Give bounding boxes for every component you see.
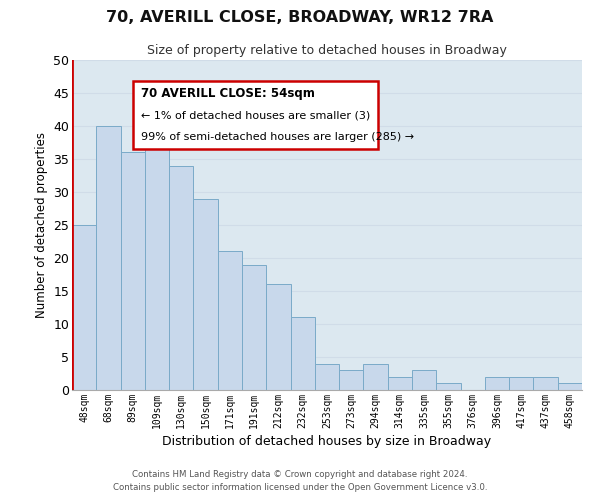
Bar xyxy=(290,318,315,390)
Bar xyxy=(121,152,145,390)
Bar xyxy=(339,370,364,390)
Bar xyxy=(485,377,509,390)
X-axis label: Distribution of detached houses by size in Broadway: Distribution of detached houses by size … xyxy=(163,435,491,448)
Bar xyxy=(412,370,436,390)
Bar xyxy=(509,377,533,390)
Bar xyxy=(218,252,242,390)
Title: Size of property relative to detached houses in Broadway: Size of property relative to detached ho… xyxy=(147,44,507,58)
Bar xyxy=(145,146,169,390)
Bar xyxy=(72,225,96,390)
Bar xyxy=(96,126,121,390)
Bar xyxy=(364,364,388,390)
Bar xyxy=(558,384,582,390)
Text: ← 1% of detached houses are smaller (3): ← 1% of detached houses are smaller (3) xyxy=(141,110,370,120)
Bar xyxy=(533,377,558,390)
Y-axis label: Number of detached properties: Number of detached properties xyxy=(35,132,47,318)
Text: Contains HM Land Registry data © Crown copyright and database right 2024.
Contai: Contains HM Land Registry data © Crown c… xyxy=(113,470,487,492)
Text: 99% of semi-detached houses are larger (285) →: 99% of semi-detached houses are larger (… xyxy=(141,132,414,142)
Bar xyxy=(436,384,461,390)
Bar xyxy=(388,377,412,390)
Bar xyxy=(169,166,193,390)
Bar xyxy=(242,264,266,390)
Bar xyxy=(315,364,339,390)
Text: 70 AVERILL CLOSE: 54sqm: 70 AVERILL CLOSE: 54sqm xyxy=(141,88,315,101)
Bar xyxy=(266,284,290,390)
Bar xyxy=(193,198,218,390)
FancyBboxPatch shape xyxy=(133,82,378,149)
Text: 70, AVERILL CLOSE, BROADWAY, WR12 7RA: 70, AVERILL CLOSE, BROADWAY, WR12 7RA xyxy=(106,10,494,25)
